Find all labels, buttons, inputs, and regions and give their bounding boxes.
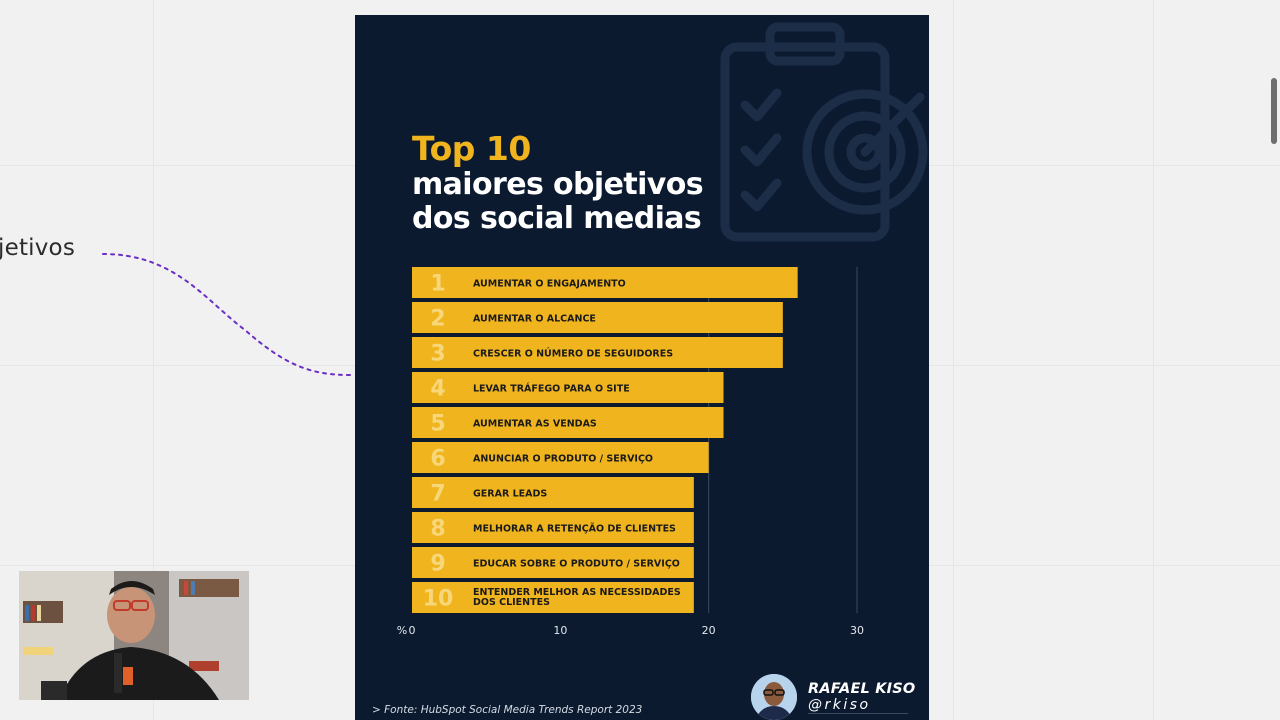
x-axis-unit-label: % xyxy=(397,624,407,637)
bar-rank-label: 5 xyxy=(430,412,445,437)
dotted-connector-line[interactable] xyxy=(95,240,355,380)
author-name: RAFAEL KISO xyxy=(808,681,916,697)
bar xyxy=(412,582,694,613)
bar-rank-label: 9 xyxy=(430,552,445,577)
bar xyxy=(412,372,724,403)
clipboard-target-icon xyxy=(720,22,928,242)
bar-rank-label: 1 xyxy=(430,272,445,297)
bar-category-label: GERAR LEADS xyxy=(473,489,547,500)
bar-rank-label: 6 xyxy=(430,447,445,472)
source-note: > Fonte: HubSpot Social Media Trends Rep… xyxy=(372,704,643,716)
bar xyxy=(412,512,694,543)
bar-category-label: ENTENDER MELHOR AS NECESSIDADES xyxy=(473,587,681,598)
author-avatar xyxy=(751,674,797,720)
bar-rank-label: 3 xyxy=(430,342,445,367)
canvas-grid-line xyxy=(1153,0,1154,720)
x-tick-label: 0 xyxy=(409,624,416,637)
bar-chart: 1 AUMENTAR O ENGAJAMENTO 2 AUMENTAR O ALCAN… xyxy=(397,267,864,637)
title-line-1: maiores objetivos xyxy=(412,167,704,202)
bar-category-label: DOS CLIENTES xyxy=(473,597,550,608)
bar xyxy=(412,442,709,473)
vertical-scrollbar[interactable] xyxy=(1271,78,1277,144)
webcam-video xyxy=(19,571,249,700)
author-handle: @rkiso xyxy=(808,697,871,713)
x-tick-label: 10 xyxy=(553,624,567,637)
canvas-grid-line xyxy=(953,0,954,720)
bar xyxy=(412,337,783,368)
infographic-card[interactable]: Top 10 maiores objetivos dos social medi… xyxy=(355,15,929,720)
bar-rank-label: 7 xyxy=(430,482,445,507)
bar-category-label: MELHORAR A RETENÇÃO DE CLIENTES xyxy=(473,524,676,535)
bar-category-label: AUMENTAR AS VENDAS xyxy=(473,419,597,430)
bar-category-label: CRESCER O NÚMERO DE SEGUIDORES xyxy=(473,348,673,360)
bar xyxy=(412,407,724,438)
x-tick-label: 30 xyxy=(850,624,864,637)
x-tick-label: 20 xyxy=(702,624,716,637)
canvas-text-node[interactable]: jetivos xyxy=(0,235,76,261)
canvas-grid-line xyxy=(153,0,154,720)
bar xyxy=(412,302,783,333)
bar-category-label: AUMENTAR O ALCANCE xyxy=(473,314,596,325)
title-line-2: dos social medias xyxy=(412,201,702,236)
author-divider xyxy=(808,713,908,714)
title-highlight: Top 10 xyxy=(412,129,531,168)
bar-category-label: EDUCAR SOBRE O PRODUTO / SERVIÇO xyxy=(473,559,680,570)
bar-rank-label: 8 xyxy=(430,517,445,542)
bar xyxy=(412,477,694,508)
bar-rank-label: 10 xyxy=(423,587,454,612)
bar-category-label: LEVAR TRÁFEGO PARA O SITE xyxy=(473,383,630,395)
bar-category-label: ANUNCIAR O PRODUTO / SERVIÇO xyxy=(473,454,653,465)
bar-category-label: AUMENTAR O ENGAJAMENTO xyxy=(473,279,626,290)
bar-rank-label: 2 xyxy=(430,307,445,332)
bar-rank-label: 4 xyxy=(430,377,445,402)
infographic-title: Top 10 maiores objetivos dos social medi… xyxy=(412,129,704,236)
bar xyxy=(412,267,798,298)
bar xyxy=(412,547,694,578)
